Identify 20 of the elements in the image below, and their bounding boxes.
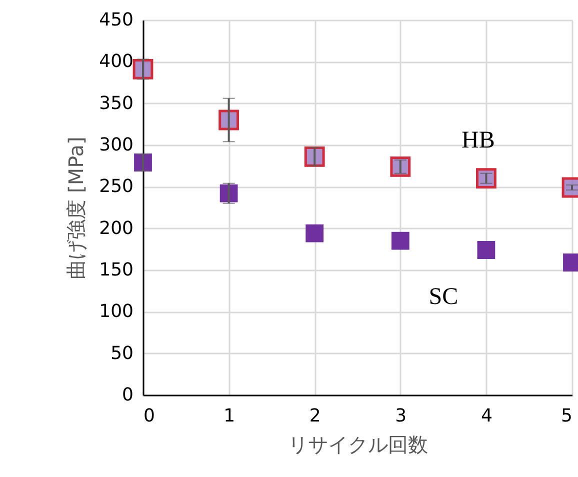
y-tick-label: 250 [99, 176, 134, 198]
x-tick-label: 1 [224, 406, 236, 426]
y-tick-label: 400 [99, 51, 134, 72]
x-tick-label: 3 [395, 406, 407, 426]
x-tick-label: 4 [480, 406, 492, 426]
y-tick-label: 300 [99, 134, 134, 156]
x-tick-label: 0 [144, 406, 155, 426]
y-tick-label: 350 [99, 92, 134, 114]
y-tick-label: 450 [99, 10, 134, 30]
x-tick-label: 5 [561, 406, 572, 426]
x-axis-title: リサイクル回数 [288, 432, 428, 456]
y-tick-label: 0 [122, 384, 134, 406]
y-tick-label: 150 [99, 260, 134, 280]
series-label: SC [428, 284, 458, 310]
y-tick-label: 200 [99, 218, 134, 239]
y-axis-title: 曲げ強度 [MPa] [64, 136, 88, 280]
y-tick-label: 100 [99, 301, 134, 322]
series-label: HB [462, 127, 495, 154]
x-tick-label: 2 [309, 406, 321, 426]
y-tick-label: 50 [110, 342, 134, 364]
